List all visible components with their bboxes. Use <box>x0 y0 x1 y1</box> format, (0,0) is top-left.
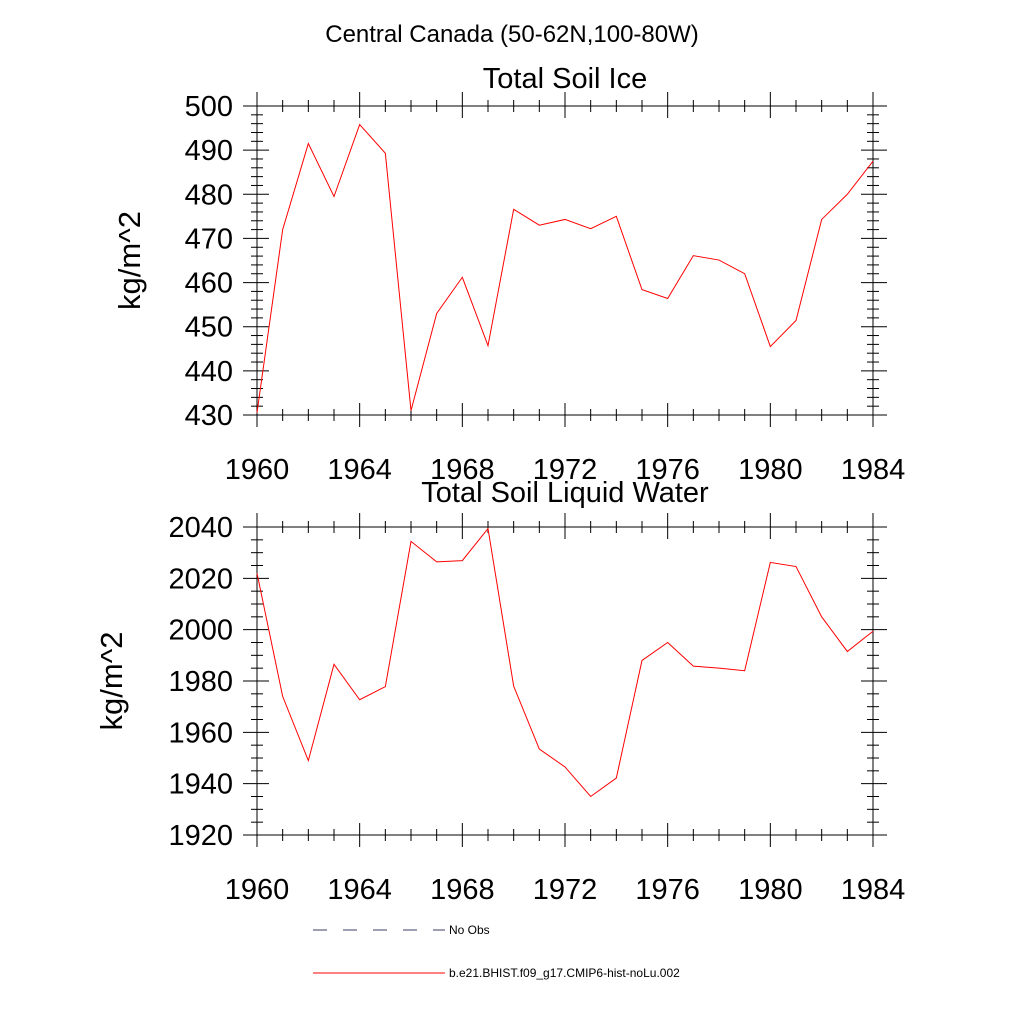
soil-liquid-water-x-tick-label: 1972 <box>533 874 598 906</box>
soil-ice-x-tick-label: 1968 <box>430 454 495 486</box>
soil-liquid-water-series-line <box>256 527 874 798</box>
legend-item-no-obs: No Obs <box>313 923 490 937</box>
soil-liquid-water-y-tick-label: 1940 <box>168 769 233 801</box>
legend-label-model-run: b.e21.BHIST.f09_g17.CMIP6-hist-noLu.002 <box>449 966 680 980</box>
soil-liquid-water-y-tick-label: 2040 <box>168 512 233 544</box>
soil-liquid-water-x-tick-label: 1968 <box>430 874 495 906</box>
legend-item-model-run: b.e21.BHIST.f09_g17.CMIP6-hist-noLu.002 <box>313 966 680 980</box>
soil-ice-y-tick-label: 470 <box>185 223 233 255</box>
figure-suptitle: Central Canada (50-62N,100-80W) <box>325 21 699 48</box>
soil-ice-series-line <box>256 123 874 413</box>
soil-ice-y-tick-label: 490 <box>185 135 233 167</box>
soil-liquid-water-title: Total Soil Liquid Water <box>421 477 709 509</box>
soil-liquid-water-y-axis-label: kg/m^2 <box>94 632 129 731</box>
soil-liquid-water-y-tick-label: 2000 <box>168 615 233 647</box>
soil-ice-x-tick-label: 1972 <box>533 454 598 486</box>
soil-ice-y-tick-label: 440 <box>185 356 233 388</box>
soil-liquid-water-y-tick-label: 1980 <box>168 666 233 698</box>
soil-ice-y-tick-label: 500 <box>185 91 233 123</box>
soil-liquid-water-x-tick-label: 1960 <box>225 874 290 906</box>
soil-ice-x-tick-label: 1976 <box>635 454 700 486</box>
soil-ice-y-tick-label: 450 <box>185 312 233 344</box>
soil-ice-panel: Total Soil Ice 1960 1964 1968 1972 1976 1980 19… <box>112 63 905 486</box>
soil-ice-y-tick-label: 480 <box>185 179 233 211</box>
soil-liquid-water-x-tick-label: 1984 <box>841 874 906 906</box>
soil-ice-x-tick-label: 1984 <box>841 454 906 486</box>
soil-liquid-water-y-tick-label: 1920 <box>168 820 233 852</box>
soil-liquid-water-x-tick-label: 1976 <box>635 874 700 906</box>
soil-ice-title: Total Soil Ice <box>483 63 647 95</box>
legend: No Obs b.e21.BHIST.f09_g17.CMIP6-hist-no… <box>313 923 680 980</box>
soil-liquid-water-y-tick-label: 2020 <box>168 563 233 595</box>
soil-ice-x-tick-label: 1980 <box>738 454 803 486</box>
soil-ice-x-tick-label: 1964 <box>327 454 392 486</box>
soil-ice-y-axis-label: kg/m^2 <box>112 211 147 310</box>
soil-liquid-water-x-tick-label: 1964 <box>327 874 392 906</box>
soil-liquid-water-plot-frame <box>256 526 874 836</box>
soil-liquid-water-y-tick-label: 1960 <box>168 717 233 749</box>
soil-ice-y-tick-label: 460 <box>185 268 233 300</box>
soil-liquid-water-panel: Total Soil Liquid Water 1960 1964 1968 1972 1… <box>94 477 905 906</box>
legend-label-no-obs: No Obs <box>449 923 490 937</box>
soil-ice-x-tick-label: 1960 <box>225 454 290 486</box>
soil-ice-y-tick-label: 430 <box>185 400 233 432</box>
soil-liquid-water-x-tick-label: 1980 <box>738 874 803 906</box>
